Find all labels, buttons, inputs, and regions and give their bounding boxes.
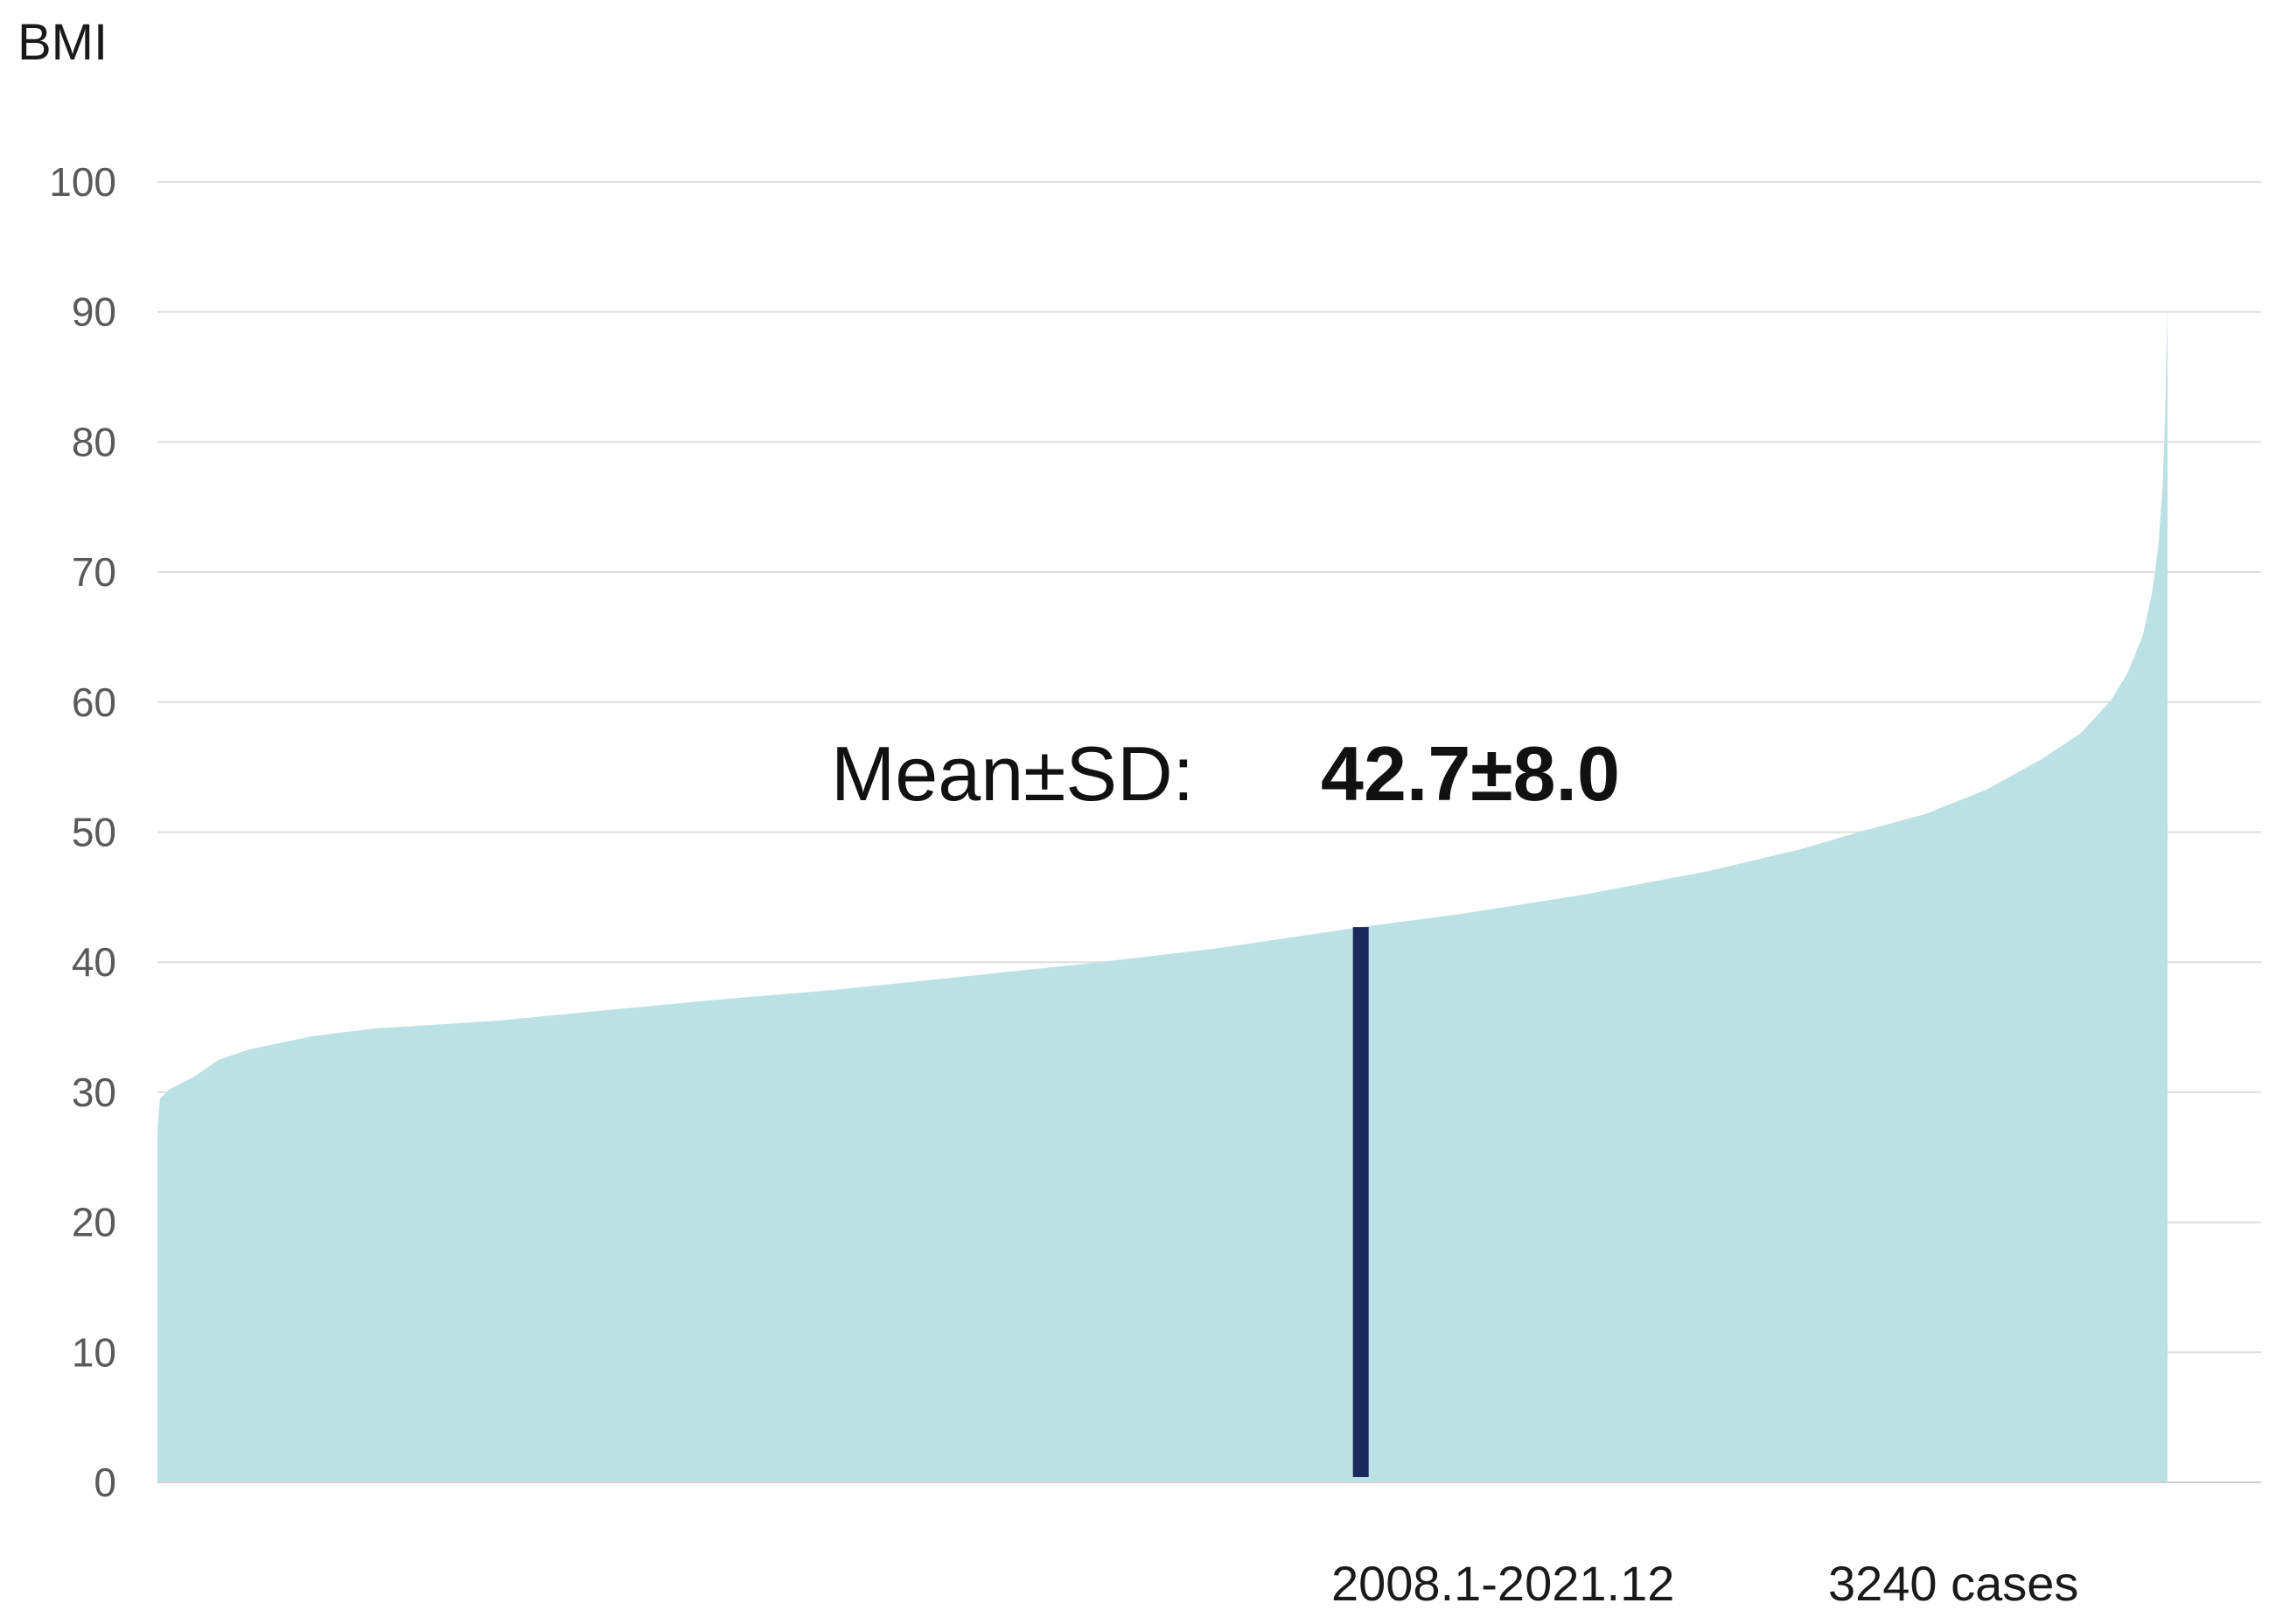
- y-tick-label-40: 40: [72, 939, 116, 985]
- y-tick-label-100: 100: [49, 159, 116, 205]
- mean-marker-bar: [1352, 927, 1369, 1477]
- y-tick-label-70: 70: [72, 549, 116, 595]
- y-tick-label-30: 30: [72, 1070, 116, 1115]
- mean-sd-label: Mean±SD:: [831, 730, 1194, 817]
- mean-marker-layer: [1352, 927, 1369, 1477]
- bmi-distribution-area: [157, 305, 2168, 1482]
- y-tick-label-10: 10: [72, 1329, 116, 1375]
- y-tick-labels: 0 10 20 30 40 50 60 70 80 90 100: [49, 159, 116, 1505]
- y-tick-label-0: 0: [94, 1460, 116, 1505]
- period-label: 2008.1-2021.12: [1331, 1556, 1674, 1611]
- y-tick-label-20: 20: [72, 1200, 116, 1245]
- y-tick-label-90: 90: [72, 289, 116, 335]
- cases-label: 3240 cases: [1828, 1556, 2078, 1611]
- data-area-layer: [157, 305, 2168, 1482]
- y-tick-label-80: 80: [72, 419, 116, 464]
- mean-sd-value: 42.7±8.0: [1321, 730, 1620, 817]
- y-axis-title: BMI: [17, 14, 108, 71]
- y-tick-label-60: 60: [72, 680, 116, 725]
- y-tick-label-50: 50: [72, 810, 116, 855]
